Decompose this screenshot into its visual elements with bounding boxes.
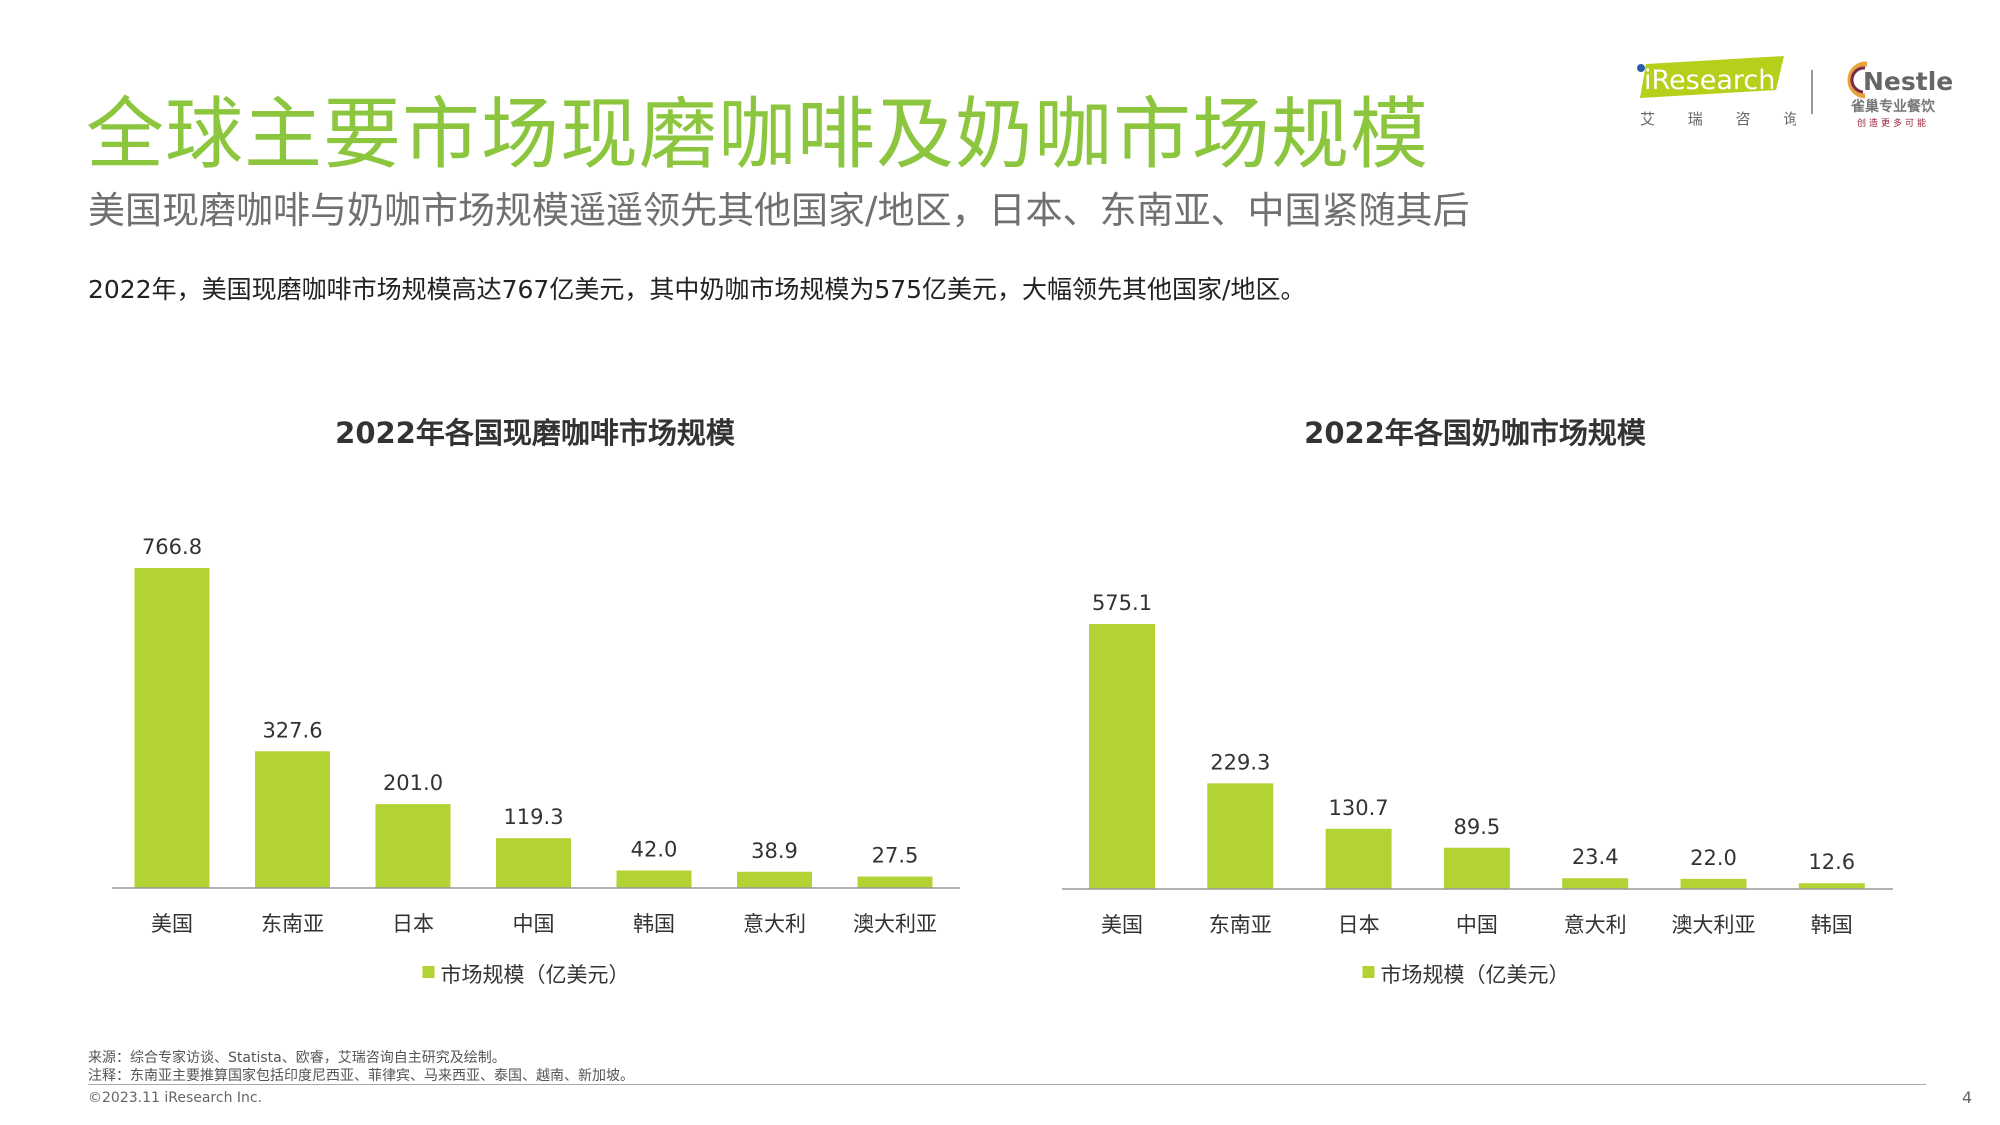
data-label: 42.0	[631, 837, 678, 861]
category-label: 韩国	[633, 912, 675, 936]
nestle-logo-cn: 雀巢专业餐饮	[1850, 98, 1936, 115]
data-label: 27.5	[872, 844, 919, 868]
data-label: 119.3	[503, 805, 563, 829]
copyright: ©2023.11 iResearch Inc.	[88, 1090, 263, 1106]
bar-日本	[375, 804, 451, 888]
bar-澳大利亚	[1680, 878, 1747, 889]
bar-中国	[1443, 847, 1510, 889]
category-label: 美国	[151, 912, 193, 936]
bar-日本	[1325, 828, 1392, 889]
data-label: 201.0	[383, 771, 443, 795]
category-label: 中国	[1456, 913, 1498, 937]
bar-美国	[1089, 624, 1155, 889]
category-label: 澳大利亚	[853, 912, 937, 936]
page-subtitle: 美国现磨咖啡与奶咖市场规模遥遥领先其他国家/地区，日本、东南亚、中国紧随其后	[88, 189, 1470, 232]
legend-swatch	[1362, 966, 1375, 978]
nestle-logo-text: Nestle	[1863, 67, 1953, 96]
category-label: 东南亚	[261, 912, 324, 936]
category-label: 意大利	[743, 912, 806, 936]
legend-label: 市场规模（亿美元）	[1381, 963, 1570, 987]
page-number: 4	[1962, 1088, 1973, 1107]
legend-label: 市场规模（亿美元）	[441, 963, 630, 987]
footer-divider	[88, 1084, 1926, 1085]
bar-韩国	[1798, 883, 1865, 889]
bar-美国	[134, 568, 210, 888]
category-label: 韩国	[1811, 913, 1853, 937]
data-label: 38.9	[751, 839, 798, 863]
category-label: 澳大利亚	[1672, 913, 1756, 937]
data-label: 22.0	[1690, 846, 1737, 870]
bar-东南亚	[1207, 783, 1274, 889]
data-label: 130.7	[1329, 796, 1389, 820]
data-label: 575.1	[1092, 591, 1152, 615]
data-label: 89.5	[1454, 815, 1501, 839]
chart1-title: 2022年各国现磨咖啡市场规模	[335, 416, 735, 450]
category-label: 美国	[1101, 913, 1143, 937]
data-label: 327.6	[262, 718, 322, 742]
bar-中国	[496, 838, 571, 888]
data-label: 229.3	[1210, 750, 1270, 774]
source-note: 来源：综合专家访谈、Statista、欧睿，艾瑞咨询自主研究及绘制。	[88, 1050, 506, 1066]
category-label: 意大利	[1564, 913, 1627, 937]
data-label: 766.8	[142, 535, 202, 559]
data-label: 12.6	[1808, 850, 1855, 874]
category-label: 东南亚	[1209, 913, 1272, 937]
bar-韩国	[616, 870, 692, 888]
bar-澳大利亚	[857, 876, 933, 888]
summary-text: 2022年，美国现磨咖啡市场规模高达767亿美元，其中奶咖市场规模为575亿美元…	[88, 275, 1306, 304]
iresearch-logo-text: iResearch	[1644, 65, 1775, 96]
footnote: 注释：东南亚主要推算国家包括印度尼西亚、菲律宾、马来西亚、泰国、越南、新加坡。	[88, 1068, 634, 1084]
iresearch-logo-cn: 艾 瑞 咨 询	[1640, 110, 1796, 128]
logo-divider	[1811, 70, 1813, 114]
category-label: 日本	[392, 912, 434, 936]
legend-swatch	[422, 966, 435, 978]
category-label: 中国	[513, 912, 555, 936]
page-title: 全球主要市场现磨咖啡及奶咖市场规模	[86, 90, 1430, 180]
category-label: 日本	[1338, 913, 1380, 937]
nestle-slogan: 创造更多可能	[1857, 117, 1929, 129]
bar-意大利	[737, 871, 812, 888]
data-label: 23.4	[1572, 845, 1619, 869]
chart2-title: 2022年各国奶咖市场规模	[1304, 416, 1646, 450]
bar-意大利	[1562, 878, 1629, 889]
nestle-logo: Nestle 雀巢专业餐饮 创造更多可能	[1847, 61, 1953, 129]
iresearch-logo: iResearch 艾 瑞 咨 询	[1637, 56, 1796, 128]
bar-东南亚	[255, 751, 330, 888]
